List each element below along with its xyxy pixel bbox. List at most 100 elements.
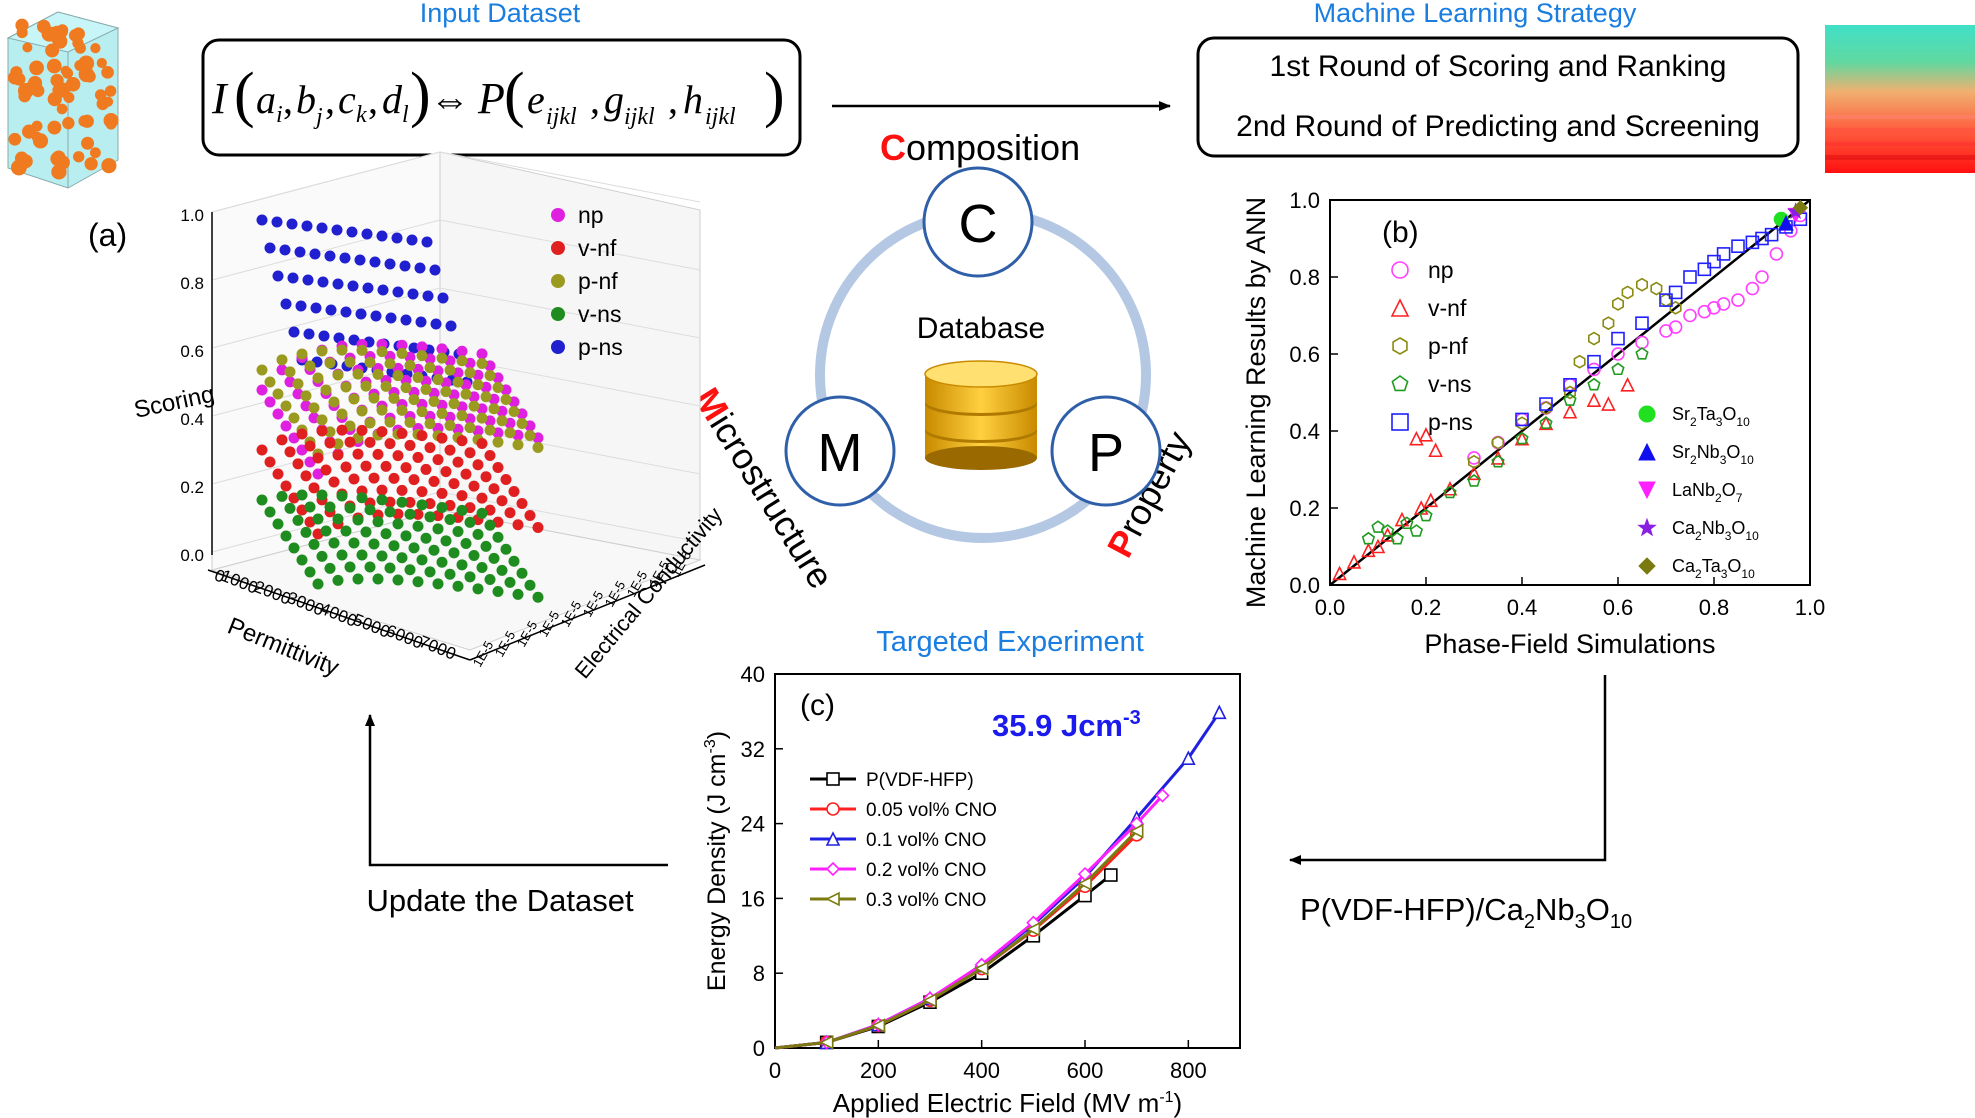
scatter-sphere-p-nf: [456, 355, 468, 367]
scatter-sphere-v-ns: [296, 554, 308, 566]
panel-c-legend-marker-P(VDF-HFP): [826, 772, 840, 786]
scatter-sphere-v-ns: [352, 514, 364, 526]
panel-b-point-np: [1716, 297, 1731, 311]
scatter-sphere-p-nf: [460, 388, 472, 400]
scatter-sphere-v-nf: [428, 475, 440, 487]
node-p-text: P: [1088, 423, 1124, 483]
scatter-sphere-v-ns: [424, 566, 436, 578]
scatter-sphere-p-ns: [279, 244, 291, 256]
panel-b-legend-marker-p-ns: [1391, 413, 1409, 431]
panel-b-point-p-ns: [1635, 316, 1649, 331]
panel-b-legend-label-v-ns: v-ns: [1428, 371, 1471, 397]
scatter-sphere-p-ns: [301, 220, 313, 232]
scatter-sphere-v-ns: [448, 547, 460, 559]
scatter-sphere-v-ns: [300, 526, 312, 538]
ml-strategy-box: [1196, 36, 1800, 158]
scatter-sphere-v-ns: [468, 550, 480, 562]
scatter-sphere-p-nf: [492, 436, 504, 448]
scatter-sphere-p-nf: [416, 406, 428, 418]
particle-dot: [50, 151, 65, 166]
scatter-sphere-p-nf: [472, 379, 484, 391]
scatter-sphere-p-nf: [364, 417, 376, 429]
panel-b-xlabel: Phase-Field Simulations: [1424, 629, 1715, 659]
scatter-sphere-v-nf: [368, 472, 380, 484]
panel-b-legend-label-Sr2Nb3O10: Sr2Nb3O10: [1672, 442, 1754, 467]
input-dataset-title: Input Dataset: [420, 0, 581, 28]
panel-b-point-np: [1683, 308, 1697, 323]
panel-b-point-v-ns: [1380, 524, 1395, 537]
scatter-sphere-v-ns: [324, 562, 336, 574]
scatter-sphere-v-nf: [344, 436, 356, 448]
panel-b-point-v-ns: [1539, 416, 1553, 429]
panel-b-ytick: 1.0: [1289, 188, 1320, 213]
scatter-sphere-v-ns: [336, 490, 348, 502]
panel-b-point-p-ns: [1587, 354, 1601, 369]
panel-b-point-np: [1769, 247, 1784, 261]
scatter-sphere-p-nf: [404, 359, 416, 371]
scatter-sphere-p-ns: [272, 270, 284, 282]
scatter-sphere-v-nf: [524, 509, 536, 521]
particle-dot: [102, 96, 114, 107]
panel-c-xtick: 400: [963, 1058, 1000, 1083]
scatter-sphere-p-nf: [316, 414, 328, 426]
scatter-sphere-p-nf: [448, 398, 460, 410]
panel-b-ytick: 0.4: [1289, 419, 1320, 444]
ranking-heatmap-image: [1825, 25, 1975, 173]
scatter-sphere-v-ns: [292, 514, 304, 526]
scatter-sphere-v-nf: [448, 478, 460, 490]
scatter-sphere-v-ns: [476, 507, 488, 519]
scatter-sphere-v-nf: [416, 486, 428, 498]
scatter-sphere-p-nf: [332, 438, 344, 450]
particle-dot: [49, 25, 66, 42]
scatter-sphere-p-nf: [436, 407, 448, 419]
scatter-sphere-v-ns: [436, 556, 448, 568]
scatter-sphere-p-nf: [356, 405, 368, 417]
scatter-sphere-p-nf: [300, 390, 312, 402]
scatter-sphere-p-nf: [428, 395, 440, 407]
scatter-sphere-v-ns: [384, 562, 396, 574]
scatter-sphere-p-ns: [445, 320, 457, 332]
particle-dot: [78, 55, 95, 72]
scatter-sphere-v-ns: [396, 496, 408, 508]
scatter-sphere-p-nf: [504, 427, 516, 439]
scatter-sphere-p-ns: [318, 330, 330, 342]
panel-b-point-v-nf: [1409, 430, 1424, 446]
scatter-sphere-v-nf: [440, 466, 452, 478]
panel-c-ylabel: Energy Density (J cm-3): [702, 731, 731, 991]
panel-b-point-p-nf: [1612, 297, 1624, 311]
svg-text:,: ,: [325, 77, 335, 122]
scatter-sphere-p-nf: [524, 429, 536, 441]
scatter-sphere-v-ns: [360, 526, 372, 538]
scatter-sphere-v-ns: [324, 501, 336, 513]
round1-text: 1st Round of Scoring and Ranking: [1270, 50, 1727, 83]
panel-b-xtick: 0.6: [1603, 595, 1634, 620]
scatter-sphere-v-nf: [308, 482, 320, 494]
scatter-sphere-v-ns: [424, 511, 436, 523]
svg-text:(: (: [504, 61, 525, 129]
scatter-sphere-v-nf: [392, 450, 404, 462]
scatter-sphere-p-ns: [271, 216, 283, 228]
scatter-sphere-v-ns: [316, 550, 328, 562]
database-label: Database: [917, 312, 1045, 345]
scatter-sphere-v-ns: [412, 576, 424, 588]
particle-dot: [73, 151, 85, 163]
scatter-sphere-v-ns: [352, 573, 364, 585]
panel-c-xtick: 800: [1170, 1058, 1207, 1083]
scatter-sphere-p-ns: [302, 274, 314, 286]
scatter-sphere-v-ns: [348, 537, 360, 549]
scatter-sphere-p-nf: [484, 424, 496, 436]
scatter-sphere-p-nf: [464, 367, 476, 379]
scatter-sphere-v-nf: [408, 474, 420, 486]
scatter-sphere-v-ns: [308, 538, 320, 550]
scatter-sphere-v-ns: [320, 525, 332, 537]
scatter-sphere-v-ns: [388, 540, 400, 552]
scatter-sphere-p-ns: [294, 246, 306, 258]
svg-text:⇔: ⇔: [430, 77, 470, 122]
panel-c-legend-label-0.3 vol% CNO: 0.3 vol% CNO: [866, 890, 986, 911]
panel-b-point-v-nf: [1601, 396, 1616, 411]
scatter-sphere-p-ns: [355, 308, 367, 320]
panel-c-legend-marker-0.1 vol% CNO: [825, 831, 841, 846]
scatter-sphere-v-ns: [284, 502, 296, 514]
panel-b-point-p-ns: [1745, 235, 1760, 250]
particle-dot: [16, 27, 28, 39]
